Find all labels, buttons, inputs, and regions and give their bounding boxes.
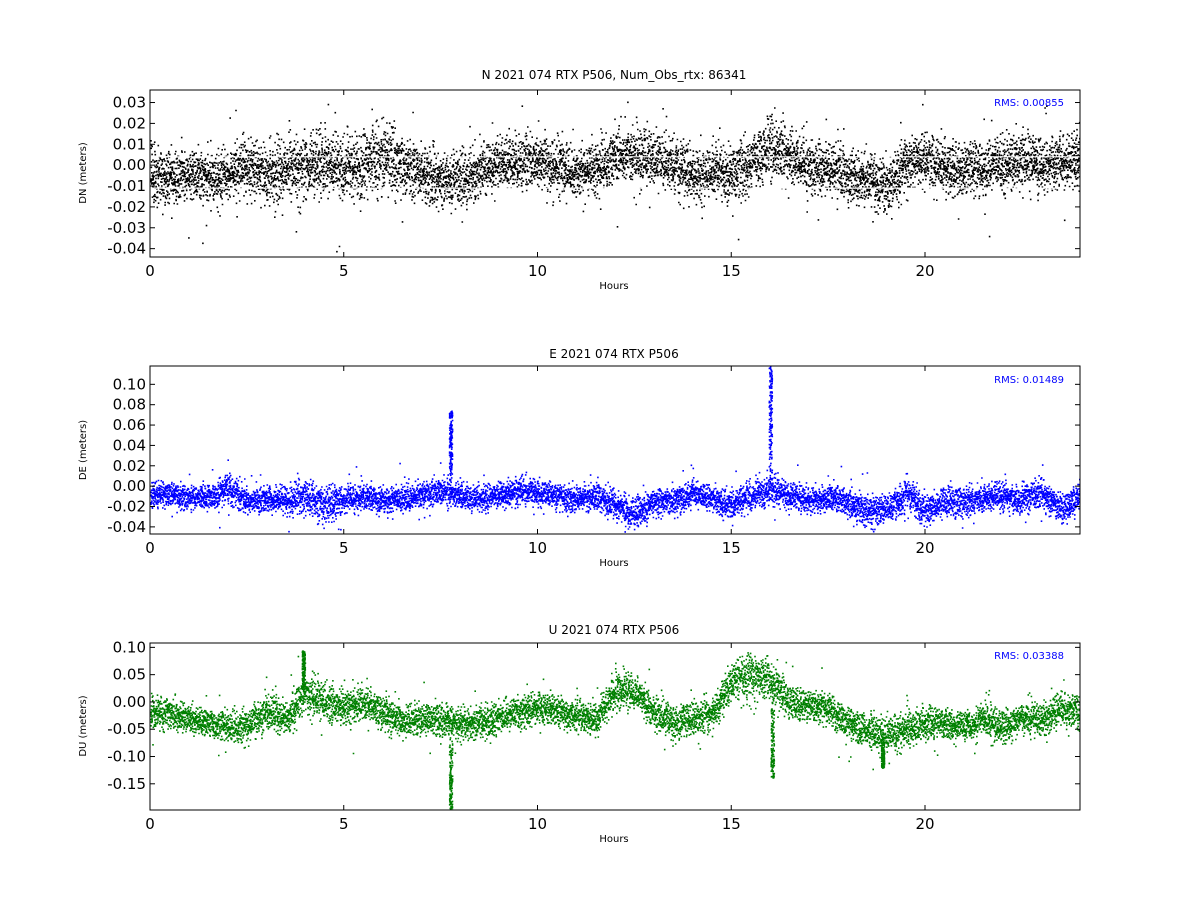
data-points-up	[150, 650, 1080, 810]
y-tick-label: 0.00	[113, 693, 146, 711]
plot-frame	[149, 365, 1081, 535]
rms-label: RMS: 0.01489	[994, 375, 1064, 386]
x-axis-label: Hours	[599, 558, 628, 569]
y-tick-label: 0.08	[113, 396, 146, 414]
plot-frame	[149, 642, 1081, 811]
plot-area-up	[150, 650, 1080, 810]
plot-area-east	[150, 366, 1080, 534]
y-tick-label: 0.05	[113, 666, 146, 684]
data-points-north	[150, 90, 1080, 253]
axis-ticks-north: 0 5 10 15 20 -0.04 -0.03 -0.02 -0.01 0.00 0.01 0.02…	[107, 90, 1080, 280]
y-tick-label: 0.02	[113, 114, 146, 132]
axis-ticks-up: 0 5 10 15 20 -0.15 -0.10 -0.05 0.00 0.05 0.10	[107, 638, 1080, 833]
x-tick-label: 10	[528, 815, 547, 833]
y-tick-label: 0.01	[113, 135, 146, 153]
rms-label: RMS: 0.00855	[994, 98, 1064, 109]
panel-title: U 2021 074 RTX P506	[549, 623, 680, 637]
panel-north: N 2021 074 RTX P506, Num_Obs_rtx: 86341 …	[78, 68, 1081, 292]
spike-mark	[301, 650, 307, 693]
axis-ticks-east: 0 5 10 15 20 -0.04 -0.02 0.00 0.02 0.04 0.06 0.08 0.…	[107, 366, 1080, 557]
data-points-east	[150, 366, 1080, 534]
x-tick-label: 10	[528, 262, 547, 280]
scatter-cloud	[150, 459, 1080, 534]
x-tick-label: 15	[722, 539, 741, 557]
x-tick-label: 15	[722, 262, 741, 280]
x-tick-label: 5	[339, 815, 349, 833]
x-tick-label: 20	[915, 539, 934, 557]
x-tick-label: 15	[722, 815, 741, 833]
y-tick-label: -0.15	[107, 775, 146, 793]
x-tick-label: 0	[145, 539, 155, 557]
y-tick-label: -0.04	[107, 240, 146, 258]
plot-area-north	[150, 90, 1080, 253]
x-tick-label: 0	[145, 262, 155, 280]
y-tick-label: 0.00	[113, 477, 146, 495]
x-tick-label: 10	[528, 539, 547, 557]
rms-label: RMS: 0.03388	[994, 651, 1064, 662]
y-tick-label: -0.01	[107, 177, 146, 195]
x-axis-label: Hours	[599, 834, 628, 845]
scatter-cloud	[150, 652, 1080, 771]
panel-up: U 2021 074 RTX P506 RMS: 0.03388 0 5 10 15 2…	[78, 623, 1081, 845]
y-tick-label: -0.03	[107, 219, 146, 237]
y-axis-label: DU (meters)	[78, 695, 89, 756]
panel-title: E 2021 074 RTX P506	[549, 347, 678, 361]
spike-mark	[448, 721, 454, 810]
x-tick-label: 0	[145, 815, 155, 833]
spike-mark	[770, 685, 776, 779]
panel-title: N 2021 074 RTX P506, Num_Obs_rtx: 86341	[482, 68, 747, 82]
panel-east: E 2021 074 RTX P506 RMS: 0.01489 0 5 10 15 2…	[78, 347, 1081, 569]
plot-frame	[149, 89, 1081, 258]
y-axis-label: DE (meters)	[78, 420, 89, 480]
y-tick-label: -0.02	[107, 198, 146, 216]
spike-mark	[880, 733, 886, 769]
y-tick-label: 0.10	[113, 638, 146, 656]
x-tick-label: 20	[915, 262, 934, 280]
x-tick-label: 20	[915, 815, 934, 833]
y-tick-label: 0.10	[113, 375, 146, 393]
x-tick-label: 5	[339, 262, 349, 280]
y-tick-label: 0.02	[113, 457, 146, 475]
x-tick-label: 5	[339, 539, 349, 557]
spike-mark	[448, 410, 454, 494]
y-tick-label: -0.04	[107, 518, 146, 536]
y-tick-label: 0.03	[113, 94, 146, 112]
y-tick-label: -0.02	[107, 498, 146, 516]
x-axis-label: Hours	[599, 281, 628, 292]
y-tick-label: -0.05	[107, 720, 146, 738]
y-tick-label: 0.06	[113, 416, 146, 434]
y-tick-label: 0.00	[113, 156, 146, 174]
y-tick-label: 0.04	[113, 436, 146, 454]
spike-mark	[768, 366, 774, 479]
y-tick-label: -0.10	[107, 748, 146, 766]
y-axis-label: DN (meters)	[78, 142, 89, 204]
